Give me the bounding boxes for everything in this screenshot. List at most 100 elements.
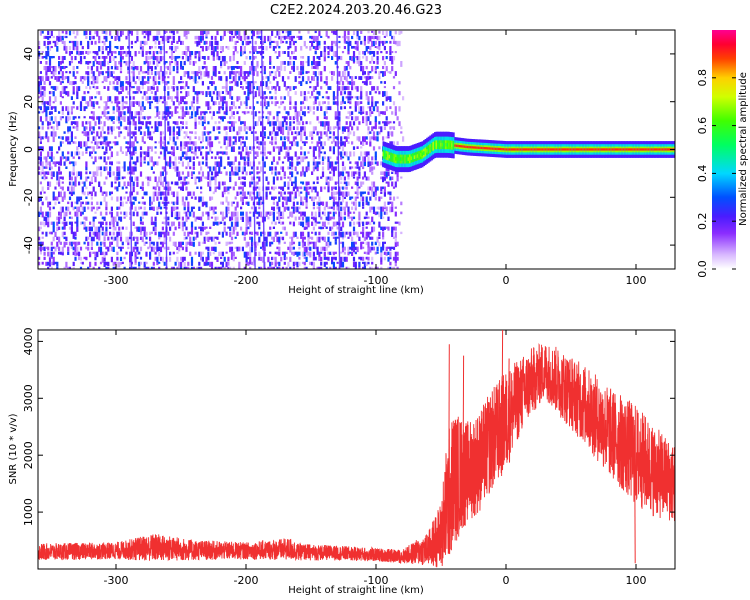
heatmap-cell [394,261,397,267]
heatmap-cell [303,111,306,117]
heatmap-cell [149,146,152,149]
heatmap-cell [374,46,377,48]
heatmap-cell [245,211,248,217]
heatmap-cell [389,30,392,37]
heatmap-cell [58,161,61,166]
heatmap-cell [129,30,132,34]
heatmap-cell [169,251,172,256]
heatmap-cell [329,71,332,74]
heatmap-cell [83,126,86,131]
heatmap-cell [127,246,130,250]
heatmap-cell [320,216,323,220]
heatmap-cell [285,151,288,158]
heatmap-cell [48,35,52,39]
heatmap-cell [382,186,385,190]
heatmap-cell [209,251,212,256]
heatmap-cell [272,196,275,201]
heatmap-cell [183,96,186,100]
heatmap-cell [159,191,163,196]
heatmap-cell [165,171,168,175]
heatmap-cell [263,151,266,156]
heatmap-cell [300,106,303,111]
heatmap-cell [358,201,361,207]
heatmap-cell [149,206,152,211]
heatmap-cell [363,151,366,156]
heatmap-cell [98,156,101,160]
heatmap-cell [143,156,146,161]
heatmap-cell [187,241,190,245]
heatmap-cell [123,136,126,140]
heatmap-cell [169,126,172,132]
heatmap-cell [96,91,99,95]
heatmap-cell [45,246,48,249]
heatmap-cell [192,61,195,66]
heatmap-cell [334,256,337,261]
heatmap-cell [76,206,79,212]
heatmap-cell [351,96,354,99]
heatmap-cell [178,226,181,229]
heatmap-cell [72,141,75,144]
heatmap-cell [363,156,366,162]
heatmap-cell [158,81,161,85]
heatmap-cell [190,116,194,119]
heatmap-cell [378,30,381,34]
heatmap-cell [289,166,292,170]
heatmap-cell [274,101,277,107]
heatmap-cell [354,261,357,267]
heatmap-cell [256,196,259,199]
heatmap-cell [385,66,388,72]
heatmap-cell [236,171,239,176]
heatmap-cell [367,71,370,76]
heatmap-cell [201,156,204,160]
heatmap-cell [79,171,83,177]
heatmap-cell [340,101,343,105]
heatmap-cell [212,126,215,132]
heatmap-cell [296,161,299,166]
heatmap-cell [163,156,166,160]
heatmap-cell [109,116,112,120]
heatmap-cell [65,30,68,35]
heatmap-cell [96,116,99,120]
heatmap-cell [169,106,172,109]
heatmap-cell [143,40,146,46]
heatmap-cell [56,40,59,45]
heatmap-cell [187,91,190,97]
heatmap-cell [316,66,319,70]
heatmap-cell [385,211,388,215]
heatmap-cell [358,216,361,221]
heatmap-cell [169,111,172,115]
heatmap-cell [351,126,354,131]
heatmap-cell [189,211,192,217]
heatmap-cell [292,241,295,245]
heatmap-cell [209,186,212,192]
heatmap-cell [327,86,330,90]
heatmap-cell [332,266,335,269]
heatmap-cell [203,126,206,130]
heatmap-cell [118,226,121,231]
heatmap-cell [210,35,214,40]
heatmap-cell [294,111,297,117]
heatmap-cell [225,61,228,64]
heatmap-cell [89,251,92,258]
heatmap-cell [150,146,153,152]
heatmap-cell [398,91,401,96]
heatmap-cell [352,56,356,62]
heatmap-cell [103,141,106,145]
heatmap-cell [343,35,346,42]
heatmap-cell [245,106,248,109]
heatmap-cell [296,141,299,147]
heatmap-cell [243,101,246,105]
heatmap-cell [94,256,97,261]
heatmap-cell [116,221,119,227]
heatmap-cell [98,56,101,60]
heatmap-cell [70,181,73,187]
spectrogram-cells [38,30,405,269]
heatmap-cell [400,61,403,67]
heatmap-cell [271,136,274,141]
heatmap-cell [320,106,323,111]
heatmap-cell [338,126,341,130]
heatmap-cell [343,246,346,251]
heatmap-cell [354,106,357,112]
heatmap-cell [161,96,164,100]
